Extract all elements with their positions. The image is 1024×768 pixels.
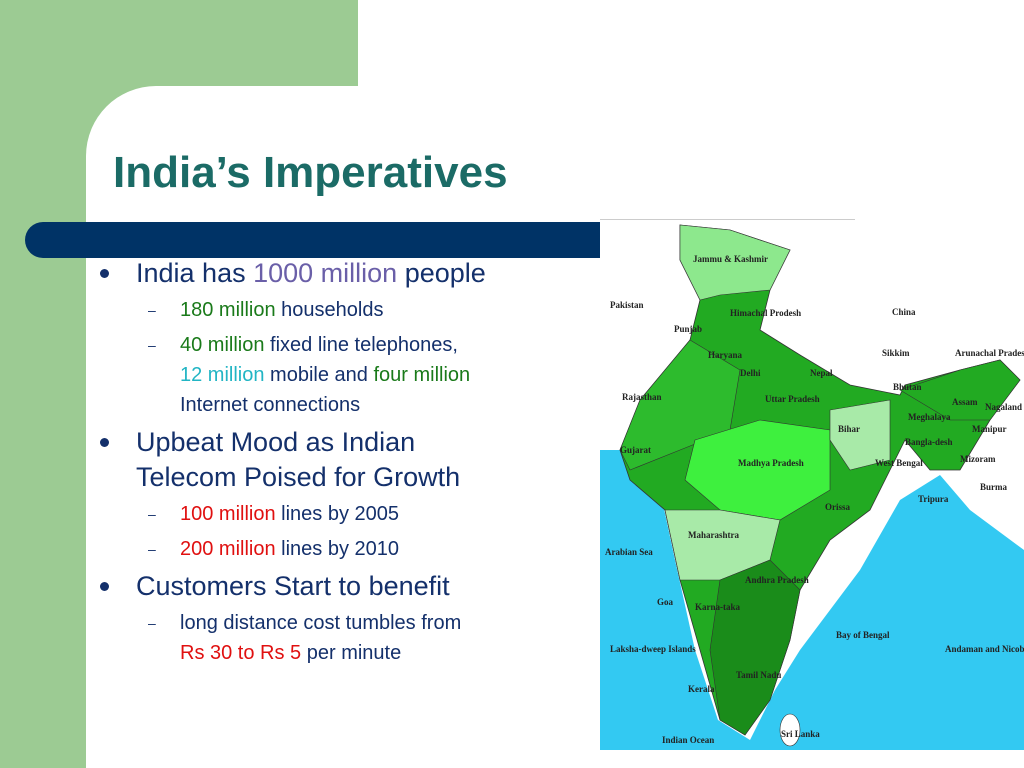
map-label: Tamil Nadu (736, 670, 781, 680)
map-label: Gujarat (620, 445, 651, 455)
map-label: Andhra Pradesh (745, 575, 809, 585)
text-line: Rs 30 to Rs 5 per minute (180, 638, 600, 668)
bullet: Upbeat Mood as Indian Telecom Poised for … (100, 425, 600, 495)
sub-bullet: – long distance cost tumbles from Rs 30 to… (100, 608, 600, 668)
bullet-dot (100, 582, 109, 591)
map-label: Arunachal Pradesh (955, 348, 1024, 358)
sub-dash: – (148, 541, 156, 557)
map-label: Nepal (810, 368, 833, 378)
map-label: Laksha-dweep Islands (610, 644, 696, 654)
map-label: Delhi (740, 368, 761, 378)
text-run: India has (136, 258, 246, 288)
corner-fill (86, 86, 166, 166)
text-run: 200 million (180, 538, 276, 560)
bullet-dot (100, 438, 109, 447)
text-line: long distance cost tumbles from (180, 608, 600, 638)
slide-title: India’s Imperatives (113, 148, 508, 197)
text-run: four million (373, 364, 471, 386)
text-run: Telecom Poised for Growth (136, 462, 461, 492)
sub-dash: – (148, 506, 156, 522)
text-run: Internet connections (180, 394, 361, 416)
map-label: Kerala (688, 684, 715, 694)
map-label: Bay of Bengal (836, 630, 890, 640)
text-run: 40 million (180, 334, 265, 356)
map-label: Maharashtra (688, 530, 739, 540)
text-run: lines by 2005 (281, 503, 400, 525)
map-label: Andaman and Nicobar Islands (945, 644, 1024, 654)
map-label: Karna-taka (695, 602, 741, 612)
india-map: Jammu & Kashmir Pakistan Himachal Prodesh C… (600, 220, 1024, 750)
bullet-list: India has 1000 million people – 180 millio… (100, 256, 600, 673)
bullet-dot (100, 269, 109, 278)
text-line: Internet connections (180, 390, 600, 420)
text-run: per minute (306, 642, 402, 664)
map-label: Manipur (972, 424, 1007, 434)
map-label: Tripura (918, 494, 949, 504)
rule (600, 219, 855, 220)
map-label: Bihar (838, 424, 860, 434)
map-label: Orissa (825, 502, 851, 512)
text-line: Telecom Poised for Growth (136, 460, 600, 495)
sub-dash: – (148, 337, 156, 353)
text-line: Upbeat Mood as Indian (136, 425, 600, 460)
text-run: 180 million (180, 299, 276, 321)
text-line: 100 million lines by 2005 (180, 499, 600, 529)
map-label: China (892, 307, 916, 317)
text-run: 1000 million (253, 258, 398, 288)
sub-dash: – (148, 615, 156, 631)
text-line: 180 million households (180, 295, 600, 325)
text-line: India has 1000 million people (136, 256, 600, 291)
text-run: Upbeat Mood as Indian (136, 427, 416, 457)
text-run: fixed line telephones, (270, 334, 458, 356)
text-line: Customers Start to benefit (136, 569, 600, 604)
text-run: 12 million (180, 364, 265, 386)
map-label: Bhutan (893, 382, 922, 392)
map-label: Bangla-desh (905, 437, 953, 447)
text-run: households (281, 299, 384, 321)
title-bar (25, 222, 605, 258)
bullet: India has 1000 million people (100, 256, 600, 291)
map-label: Nagaland (985, 402, 1022, 412)
map-label: Punjab (674, 324, 702, 334)
map-label: Mizoram (960, 454, 996, 464)
map-label: Sikkim (882, 348, 910, 358)
map-label: Uttar Pradesh (765, 394, 820, 404)
map-label: Burma (980, 482, 1008, 492)
text-run: long distance cost tumbles from (180, 612, 462, 634)
sub-bullet: –40 million fixed line telephones, 12 mil… (100, 330, 600, 420)
map-label: Rajasthan (622, 392, 662, 402)
map-label: Jammu & Kashmir (693, 254, 768, 264)
text-run: 100 million (180, 503, 276, 525)
sub-bullet: – 200 million lines by 2010 (100, 534, 600, 564)
map-label: Arabian Sea (605, 547, 653, 557)
map-label: Goa (657, 597, 674, 607)
text-run: Rs 30 to Rs 5 (180, 642, 302, 664)
text-run: lines by 2010 (281, 538, 400, 560)
map-label: Assam (952, 397, 978, 407)
map-label: Pakistan (610, 300, 644, 310)
map-label: Indian Ocean (662, 735, 714, 745)
side-band (0, 0, 86, 768)
sub-bullet: – 100 million lines by 2005 (100, 499, 600, 529)
text-run: Customers Start to benefit (136, 571, 450, 601)
map-label: Madhya Pradesh (738, 458, 804, 468)
map-label: Meghalaya (908, 412, 951, 422)
text-line: 12 million mobile and four million (180, 360, 600, 390)
sub-bullet: – 180 million households (100, 295, 600, 325)
map-label: Himachal Prodesh (730, 308, 801, 318)
text-line: 200 million lines by 2010 (180, 534, 600, 564)
text-run: mobile and (270, 364, 368, 386)
sub-dash: – (148, 302, 156, 318)
map-label: Haryana (708, 350, 743, 360)
bullet: Customers Start to benefit (100, 569, 600, 604)
text-line: 40 million fixed line telephones, (180, 330, 600, 360)
text-run: people (404, 258, 486, 288)
map-label: Sri Lanka (781, 729, 820, 739)
map-label: West Bengal (875, 458, 923, 468)
